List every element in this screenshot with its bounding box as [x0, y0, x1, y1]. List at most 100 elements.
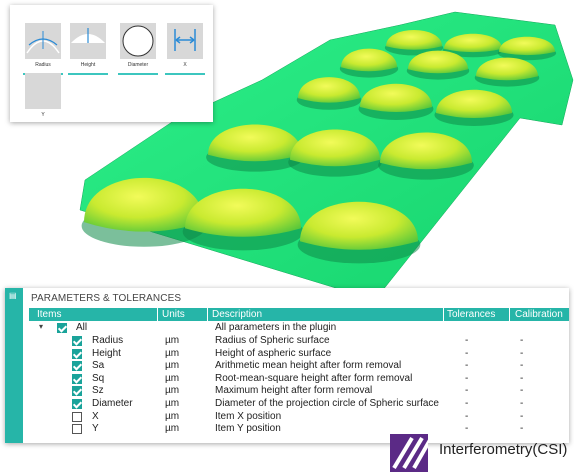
column-header-tolerances[interactable]: Tolerances — [447, 309, 496, 320]
thumb-height[interactable]: Height — [68, 23, 108, 75]
dome — [300, 201, 418, 250]
row-description: Item Y position — [215, 423, 281, 435]
thumb-radius[interactable]: Radius — [23, 23, 63, 75]
thumb-x[interactable]: X — [165, 23, 205, 75]
thumb-label: Radius — [35, 62, 51, 68]
row-item-label: Y — [92, 423, 99, 435]
column-divider — [157, 308, 158, 321]
dome — [476, 57, 538, 81]
row-checkbox[interactable] — [72, 348, 82, 359]
row-unit: µm — [165, 423, 180, 435]
table-row[interactable]: Sa µm Arithmetic mean height after form re… — [29, 360, 569, 373]
dome — [341, 48, 397, 72]
row-calibration[interactable]: - — [520, 335, 524, 346]
row-description: Radius of Spheric surface — [215, 335, 330, 346]
row-unit: µm — [165, 398, 180, 409]
row-item-label: Sz — [92, 385, 104, 397]
row-description: Maximum height after form removal — [215, 385, 373, 397]
row-calibration[interactable]: - — [520, 410, 524, 422]
logo-mark-icon — [390, 434, 428, 472]
column-divider — [509, 308, 510, 321]
dome — [444, 33, 502, 53]
document-icon[interactable]: ▤ — [9, 291, 17, 300]
thumb-label: Height — [80, 62, 96, 68]
row-unit: µm — [165, 410, 180, 422]
dome — [499, 36, 555, 56]
row-checkbox[interactable] — [72, 373, 82, 384]
column-divider — [443, 308, 444, 321]
row-unit: µm — [165, 372, 180, 384]
row-unit: µm — [165, 347, 180, 359]
column-header-units[interactable]: Units — [162, 309, 185, 320]
table-row-all[interactable]: ▾ All All parameters in the plugin — [29, 322, 569, 335]
thumb-y[interactable]: Y — [23, 73, 63, 119]
dome — [185, 188, 301, 237]
dome — [290, 129, 380, 167]
row-tolerance[interactable]: - — [465, 335, 469, 346]
row-calibration[interactable]: - — [520, 347, 524, 359]
row-description: All parameters in the plugin — [215, 322, 337, 333]
dome — [386, 30, 442, 50]
row-item-label: Sq — [92, 372, 105, 384]
row-calibration[interactable]: - — [520, 398, 524, 409]
table-row[interactable]: Height µm Height of aspheric surface - - — [29, 348, 569, 361]
row-tolerance[interactable]: - — [465, 385, 469, 397]
row-item-label: Diameter — [92, 398, 133, 409]
thumb-label: Diameter — [127, 62, 149, 68]
column-header-description[interactable]: Description — [212, 309, 263, 320]
dome — [408, 50, 468, 74]
row-tolerance[interactable]: - — [465, 410, 469, 422]
height-icon — [70, 23, 106, 59]
row-tolerance[interactable]: - — [465, 423, 469, 435]
parameter-thumbnails-panel: Radius Height Diameter — [10, 5, 213, 122]
row-item-label: Height — [92, 347, 121, 359]
row-calibration[interactable]: - — [520, 423, 524, 435]
row-tolerance[interactable]: - — [465, 398, 469, 409]
table-row[interactable]: Diameter µm Diameter of the projection cir… — [29, 398, 569, 411]
radius-icon — [25, 23, 61, 59]
checkbox-all[interactable] — [57, 323, 67, 333]
dome — [208, 124, 302, 162]
thumb-underline — [118, 73, 158, 75]
row-calibration[interactable]: - — [520, 385, 524, 397]
row-checkbox[interactable] — [72, 411, 82, 422]
thumb-underline — [165, 73, 205, 75]
row-tolerance[interactable]: - — [465, 347, 469, 359]
row-checkbox[interactable] — [72, 386, 82, 397]
row-checkbox[interactable] — [72, 336, 82, 346]
row-unit: µm — [165, 335, 180, 346]
row-description: Diameter of the projection circle of Sph… — [215, 398, 439, 409]
logo-text: Interferometry(CSI) — [439, 441, 568, 458]
parameters-tolerances-panel: ▤ PARAMETERS & TOLERANCES Items Units De… — [5, 288, 569, 443]
thumb-diameter[interactable]: Diameter — [118, 23, 158, 75]
column-header-calibration[interactable]: Calibration — [515, 309, 563, 320]
surface-3d-view — [79, 11, 574, 300]
row-checkbox[interactable] — [72, 399, 82, 409]
row-description: Root-mean-square height after form remov… — [215, 372, 413, 384]
row-item-label: Radius — [92, 335, 124, 346]
row-item-label: All — [76, 322, 88, 333]
dome — [298, 77, 360, 103]
row-tolerance[interactable]: - — [465, 372, 469, 384]
row-description: Arithmetic mean height after form remova… — [215, 360, 402, 372]
row-description: Height of aspheric surface — [215, 347, 332, 359]
table-row[interactable]: Radius µm Radius of Spheric surface - - — [29, 335, 569, 348]
row-checkbox[interactable] — [72, 424, 82, 435]
row-tolerance[interactable]: - — [465, 360, 469, 372]
thumb-label: X — [183, 62, 187, 68]
table-row[interactable]: Sz µm Maximum height after form removal - - — [29, 385, 569, 398]
diameter-icon — [120, 23, 156, 59]
column-header-items[interactable]: Items — [37, 309, 62, 320]
collapse-icon[interactable]: ▾ — [39, 322, 44, 331]
row-calibration[interactable]: - — [520, 372, 524, 384]
row-item-label: Sa — [92, 360, 105, 372]
row-description: Item X position — [215, 410, 282, 422]
table-row[interactable]: Sq µm Root-mean-square height after form r… — [29, 373, 569, 386]
row-calibration[interactable]: - — [520, 360, 524, 372]
row-checkbox[interactable] — [72, 361, 82, 372]
x-position-icon — [167, 23, 203, 59]
dome — [360, 83, 432, 112]
thumb-label: Y — [41, 112, 45, 118]
